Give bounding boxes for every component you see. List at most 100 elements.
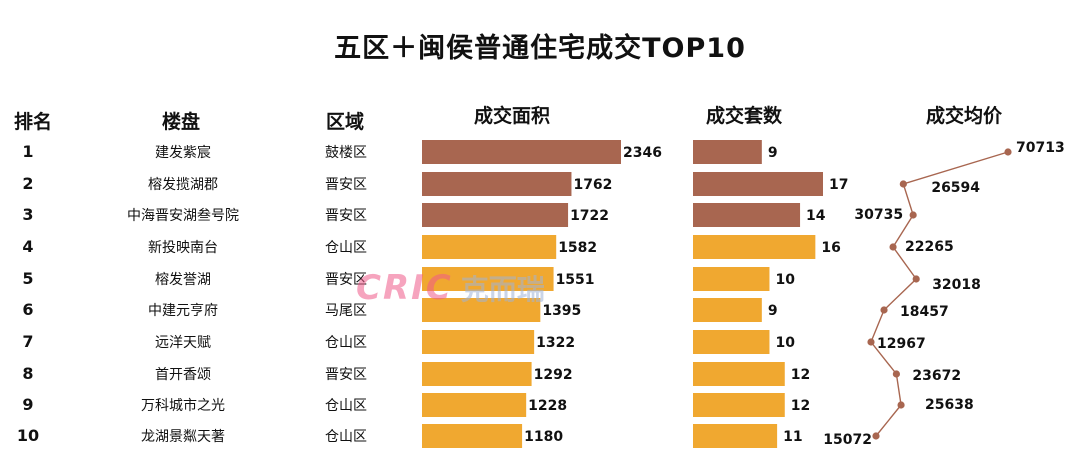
header-units: 成交套数 — [706, 105, 783, 127]
price-point — [889, 243, 897, 251]
units-value-label: 9 — [768, 145, 778, 161]
price-point — [867, 338, 875, 346]
header-price: 成交均价 — [926, 105, 1003, 127]
project-name-cell: 榕发揽湖郡 — [148, 177, 218, 193]
rank-cell: 8 — [22, 364, 34, 383]
price-value-label: 12967 — [877, 336, 926, 352]
area-bar — [422, 424, 523, 448]
rank-cell: 4 — [22, 237, 34, 256]
watermark: CRIC 克而瑞 — [356, 268, 545, 308]
area-value-label: 1292 — [534, 367, 573, 383]
price-point — [897, 401, 905, 409]
area-bar — [422, 235, 557, 259]
project-name-cell: 中海晋安湖叁号院 — [127, 208, 239, 224]
header-district: 区域 — [326, 111, 365, 133]
area-value-label: 1762 — [573, 177, 612, 193]
district-cell: 晋安区 — [325, 208, 367, 224]
project-name-cell: 新投映南台 — [148, 240, 218, 256]
units-value-label: 17 — [829, 177, 848, 193]
units-value-label: 10 — [775, 335, 795, 351]
area-value-label: 1395 — [542, 303, 581, 319]
price-value-label: 18457 — [900, 304, 949, 320]
area-bar — [422, 298, 541, 322]
rank-cell: 7 — [22, 332, 34, 351]
district-cell: 马尾区 — [325, 303, 367, 319]
units-bar — [693, 393, 785, 417]
header-rank: 排名 — [14, 111, 53, 133]
area-value-label: 1722 — [570, 208, 609, 224]
units-value-label: 11 — [783, 429, 802, 445]
area-bar — [422, 172, 572, 196]
rank-cell: 2 — [22, 174, 34, 193]
price-value-label: 25638 — [925, 397, 974, 413]
price-value-label: 30735 — [854, 207, 903, 223]
price-point — [899, 180, 907, 188]
district-cell: 鼓楼区 — [325, 145, 367, 161]
project-name-cell: 首开香颂 — [155, 367, 211, 383]
watermark-text: 克而瑞 — [460, 273, 545, 306]
chart-title: 五区＋闽侯普通住宅成交TOP10 — [334, 33, 746, 64]
price-point — [912, 275, 920, 283]
project-name-cell: 中建元亨府 — [148, 303, 218, 319]
price-value-label: 70713 — [1016, 140, 1065, 156]
rank-cell: 9 — [22, 395, 34, 414]
units-value-label: 12 — [791, 398, 810, 414]
units-value-label: 12 — [791, 367, 810, 383]
rank-cell: 1 — [22, 142, 34, 161]
price-point — [892, 370, 900, 378]
units-bar — [693, 203, 801, 227]
project-name-cell: 建发紫宸 — [155, 145, 211, 161]
area-bar — [422, 393, 527, 417]
area-bar — [422, 330, 535, 354]
header-area: 成交面积 — [474, 105, 551, 127]
watermark-logo: CRIC — [356, 268, 453, 308]
area-value-label: 1582 — [558, 240, 597, 256]
units-bar — [693, 298, 762, 322]
area-value-label: 1180 — [524, 429, 563, 445]
district-cell: 晋安区 — [325, 367, 367, 383]
area-bar — [422, 140, 621, 164]
units-value-label: 10 — [775, 272, 795, 288]
units-bar — [693, 235, 816, 259]
district-cell: 仓山区 — [325, 240, 367, 256]
rank-cell: 5 — [22, 269, 34, 288]
rank-cell: 10 — [16, 426, 40, 445]
district-cell: 仓山区 — [325, 429, 367, 445]
district-cell: 仓山区 — [325, 398, 367, 414]
area-value-label: 1228 — [528, 398, 567, 414]
district-cell: 晋安区 — [325, 177, 367, 193]
price-line — [870, 151, 1009, 437]
area-value-label: 1322 — [536, 335, 575, 351]
units-value-label: 14 — [806, 208, 826, 224]
area-bar — [422, 362, 532, 386]
area-value-label: 1551 — [556, 272, 595, 288]
project-name-cell: 榕发誉湖 — [155, 272, 211, 288]
price-value-label: 23672 — [912, 368, 961, 384]
price-point — [909, 211, 917, 219]
project-name-cell: 万科城市之光 — [141, 398, 225, 414]
price-point — [880, 306, 888, 314]
project-name-cell: 龙湖景粼天著 — [141, 429, 225, 445]
rank-cell: 6 — [22, 300, 34, 319]
area-bar — [422, 267, 554, 291]
units-value-label: 9 — [768, 303, 778, 319]
units-bar — [693, 172, 823, 196]
price-point — [872, 432, 880, 440]
units-bar — [693, 267, 770, 291]
area-value-label: 2346 — [623, 145, 662, 161]
price-value-label: 32018 — [932, 277, 981, 293]
units-bar — [693, 330, 770, 354]
units-bar — [693, 424, 778, 448]
units-bar — [693, 140, 762, 164]
price-value-label: 15072 — [823, 432, 872, 448]
price-value-label: 26594 — [931, 180, 980, 196]
project-name-cell: 远洋天赋 — [155, 335, 211, 351]
price-point — [1004, 148, 1012, 156]
price-value-label: 22265 — [905, 239, 954, 255]
header-project: 楼盘 — [162, 111, 201, 133]
rank-cell: 3 — [22, 205, 34, 224]
district-cell: 晋安区 — [325, 272, 367, 288]
units-value-label: 16 — [821, 240, 840, 256]
district-cell: 仓山区 — [325, 335, 367, 351]
